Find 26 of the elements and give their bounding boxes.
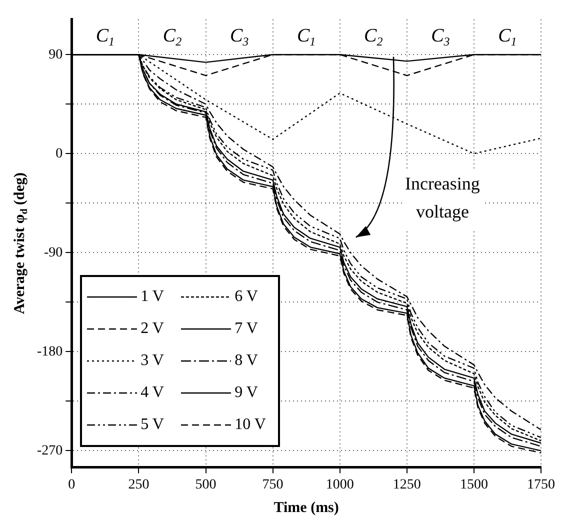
x-tick-label: 0 xyxy=(68,477,76,492)
x-axis-title: Time (ms) xyxy=(274,500,339,516)
x-tick-label: 250 xyxy=(128,477,150,492)
y-tick-label: -270 xyxy=(36,443,63,458)
x-tick-label: 1500 xyxy=(460,477,488,492)
x-tick-label: 750 xyxy=(262,477,284,492)
legend-label: 10 V xyxy=(234,416,266,434)
legend-label: 5 V xyxy=(140,416,164,434)
legend-label: 2 V xyxy=(140,320,164,338)
y-tick-label: -90 xyxy=(44,245,63,260)
legend-label: 1 V xyxy=(140,288,164,306)
legend-label: 9 V xyxy=(234,384,258,402)
legend-label: 4 V xyxy=(140,384,164,402)
legend-label: 6 V xyxy=(234,288,258,306)
x-tick-label: 1000 xyxy=(326,477,354,492)
y-tick-label: -180 xyxy=(36,344,63,360)
legend-label: 8 V xyxy=(234,352,258,370)
legend-label: 3 V xyxy=(140,352,164,370)
x-tick-label: 1750 xyxy=(527,477,555,492)
y-tick-label: 90 xyxy=(48,47,63,62)
x-tick-label: 1250 xyxy=(392,477,421,492)
y-axis-title: Average twist φd (deg) xyxy=(12,172,30,314)
legend-label: 7 V xyxy=(234,320,258,338)
y-tick-label: 0 xyxy=(56,146,63,162)
x-tick-label: 500 xyxy=(195,477,216,492)
annotation: Increasing voltage xyxy=(404,173,480,222)
